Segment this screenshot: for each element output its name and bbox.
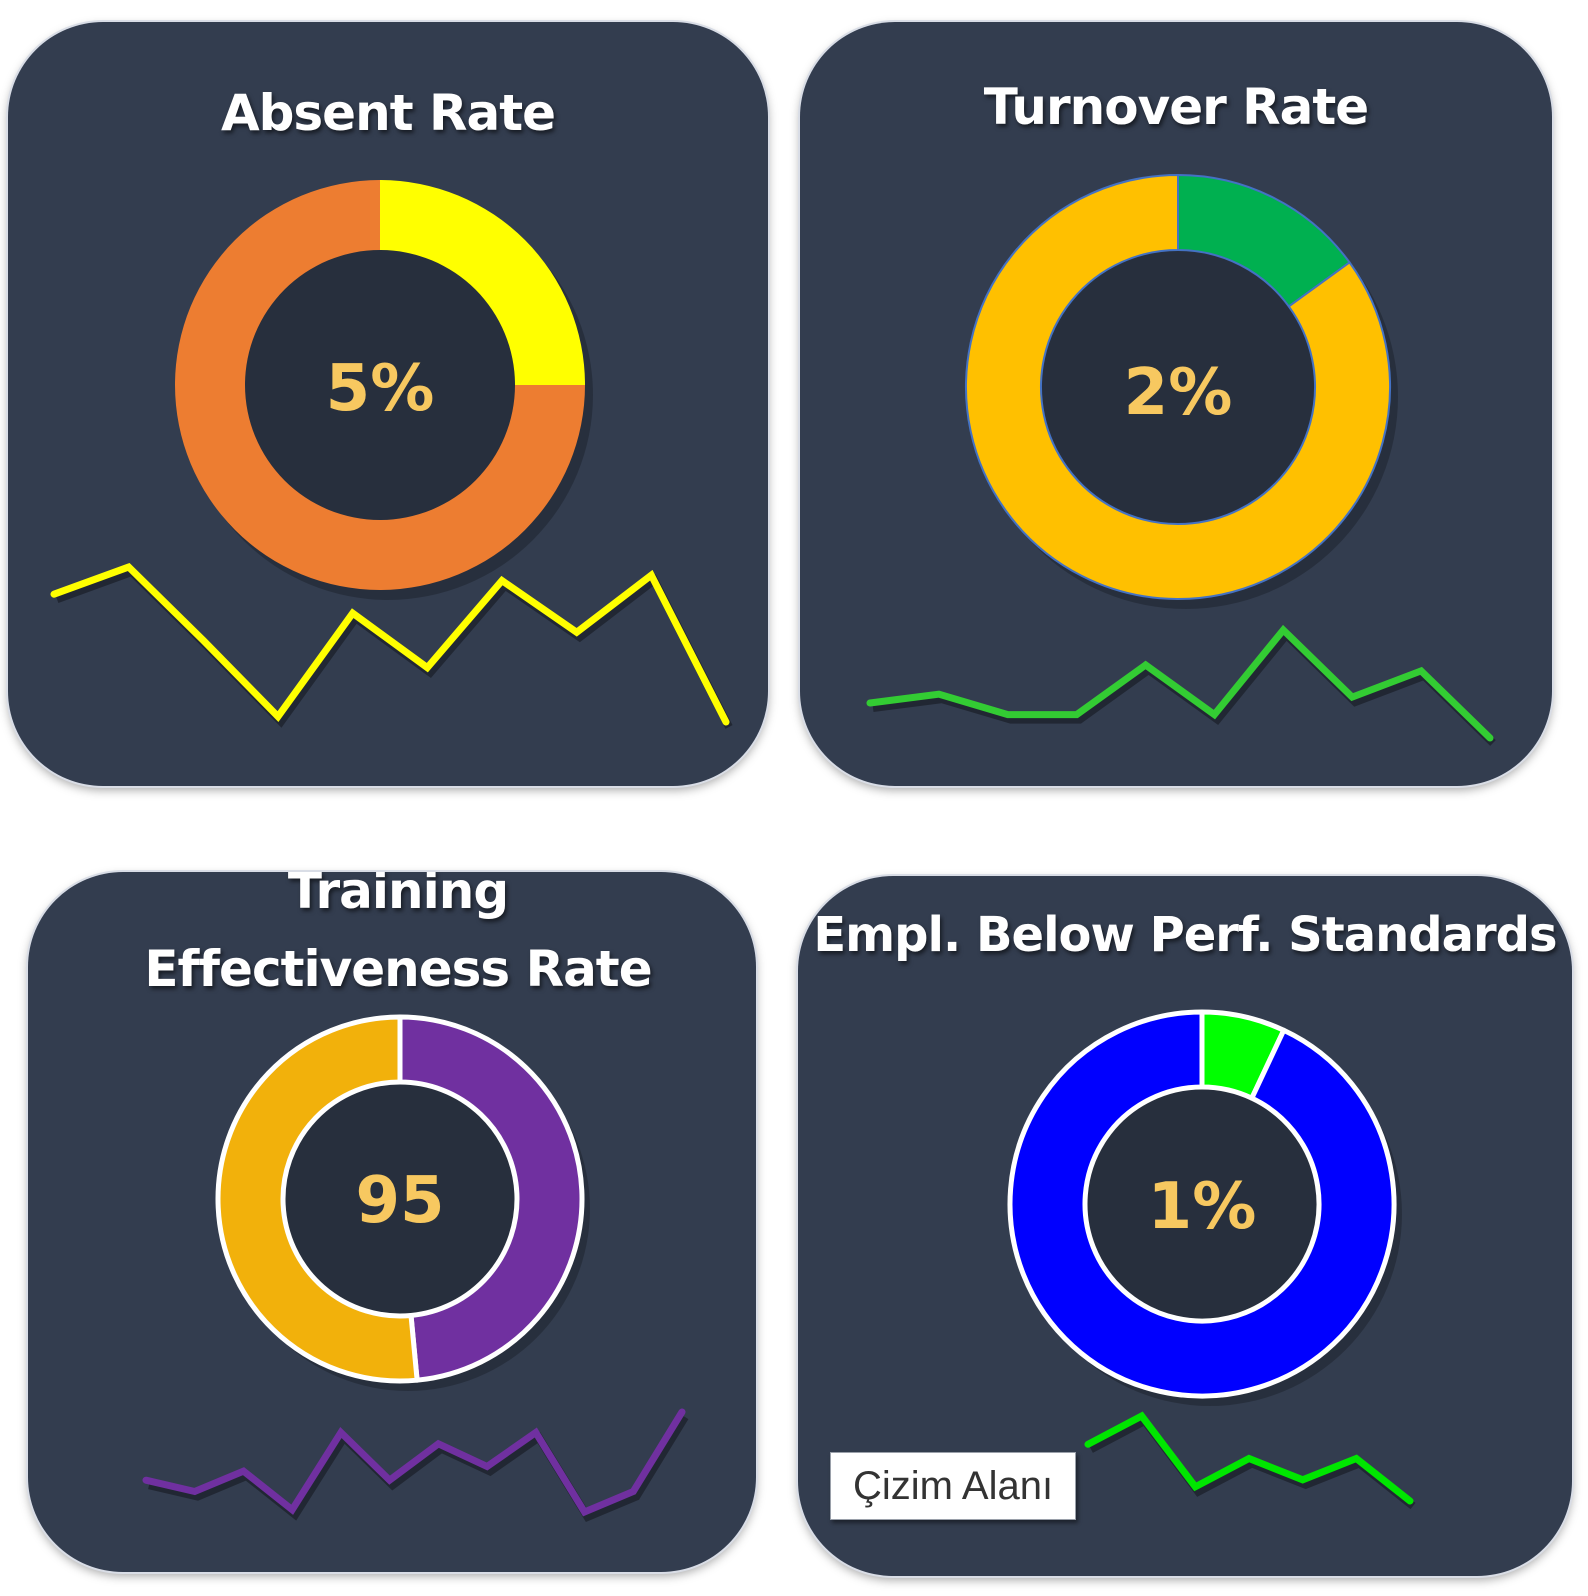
kpi-center-label: 2% — [1124, 356, 1233, 430]
donut-slice-1 — [965, 174, 1391, 600]
training-effectiveness-card: Training Effectiveness Rate 95 — [28, 872, 756, 1572]
donut-slice-0 — [397, 1014, 585, 1383]
kpi-center-label: 5% — [326, 352, 435, 426]
training-effectiveness-chart: 95 — [142, 1014, 689, 1523]
sparkline-line — [50, 562, 730, 726]
absent-rate-title: Absent Rate — [220, 84, 556, 142]
plot-area-tooltip: Çizim Alanı — [830, 1452, 1077, 1520]
sparkline-line — [142, 1408, 686, 1517]
absent-rate-card: Absent Rate 5% — [8, 22, 768, 786]
kpi-center-label: 1% — [1148, 1170, 1257, 1244]
below-perf-standards-chart: 1% — [1007, 1009, 1416, 1510]
turnover-rate-title: Turnover Rate — [983, 78, 1369, 136]
absent-rate-chart: 5% — [50, 180, 733, 729]
sparkline-line — [1084, 1411, 1414, 1505]
below-perf-standards-title: Empl. Below Perf. Standards — [813, 907, 1557, 963]
sparkline-line — [866, 624, 1494, 742]
below-perf-standards-card: Empl. Below Perf. Standards 1% Çizim Ala… — [798, 876, 1572, 1576]
donut-slice-0 — [380, 180, 585, 385]
kpi-center-label: 95 — [355, 1164, 444, 1238]
sparkline-shadow — [148, 1414, 689, 1523]
donut-slice-1 — [1007, 1009, 1397, 1399]
donut-slice-1 — [175, 180, 585, 590]
donut-slice-1 — [215, 1014, 420, 1384]
training-effectiveness-title: Training Effectiveness Rate — [144, 872, 652, 998]
turnover-rate-card: Turnover Rate 2% — [800, 22, 1552, 786]
turnover-rate-chart: 2% — [866, 174, 1496, 746]
